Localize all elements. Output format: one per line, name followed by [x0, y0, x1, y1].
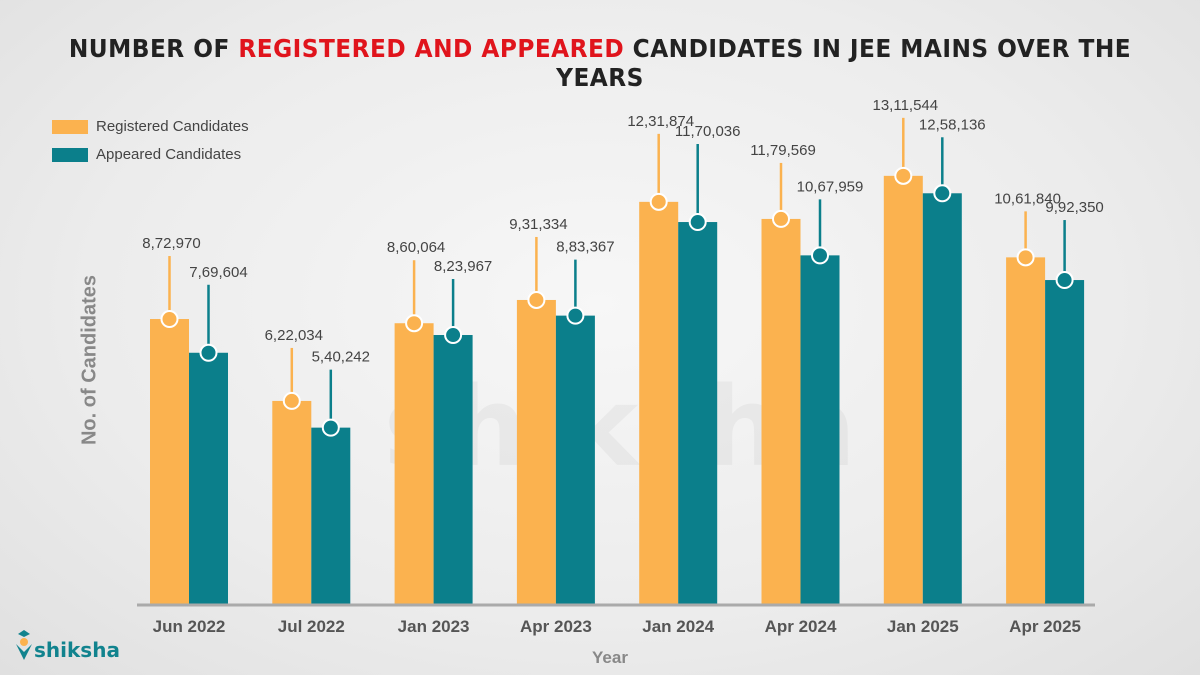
data-label: 7,69,604 — [189, 264, 247, 281]
data-point-marker — [444, 326, 463, 345]
data-point-marker — [649, 192, 668, 211]
legend-swatch — [52, 147, 88, 162]
data-point-marker — [894, 166, 913, 185]
data-label: 10,61,840 — [994, 190, 1061, 207]
bar-appeared — [800, 255, 840, 604]
data-point-marker — [1055, 271, 1074, 290]
x-tick-label: Apr 2024 — [765, 617, 837, 636]
bar-registered — [272, 400, 312, 604]
data-point-marker — [160, 310, 179, 329]
bar-appeared — [1045, 280, 1085, 604]
data-point-marker — [772, 209, 790, 228]
x-tick-label: Apr 2023 — [520, 617, 592, 636]
data-label: 9,92,350 — [1045, 199, 1103, 216]
data-label: 11,70,036 — [675, 123, 741, 140]
data-label: 12,31,874 — [627, 113, 694, 130]
data-label: 11,79,569 — [750, 142, 816, 159]
bar-appeared — [311, 427, 351, 604]
x-tick-label: Jul 2022 — [278, 617, 345, 636]
title-highlight: REGISTERED AND APPEARED — [238, 34, 625, 63]
chart-title: NUMBER OF REGISTERED AND APPEARED CANDID… — [42, 34, 1158, 92]
data-label: 12,58,136 — [919, 116, 986, 133]
bar-registered — [883, 175, 923, 604]
bar-appeared — [189, 352, 228, 604]
bar-appeared — [678, 222, 718, 604]
data-label: 8,83,367 — [556, 239, 614, 256]
data-label: 8,23,967 — [434, 258, 492, 275]
x-axis-label: Year — [592, 648, 628, 667]
data-point-marker — [566, 306, 585, 325]
x-tick-label: Jan 2023 — [398, 617, 470, 636]
data-label: 8,60,064 — [387, 239, 445, 256]
bar-appeared — [433, 335, 473, 604]
data-label: 10,67,959 — [797, 178, 864, 195]
bar-registered — [516, 299, 556, 604]
bar-appeared — [922, 193, 962, 604]
title-part: NUMBER OF — [68, 34, 239, 63]
data-point-marker — [1016, 248, 1035, 267]
data-point-marker — [321, 418, 340, 437]
data-label: 6,22,034 — [265, 327, 323, 344]
x-tick-label: Apr 2025 — [1009, 617, 1081, 636]
legend-label: Registered Candidates — [96, 118, 249, 135]
legend-item-registered: Registered Candidates — [52, 118, 249, 135]
data-label: 8,72,970 — [142, 235, 200, 252]
data-point-marker — [811, 246, 829, 265]
bar-registered — [394, 323, 434, 604]
shiksha-logo: shiksha — [14, 628, 120, 662]
title-part: CANDIDATES IN JEE MAINS OVER THE YEARS — [556, 34, 1132, 92]
bar-appeared — [555, 315, 595, 604]
x-tick-label: Jun 2022 — [153, 617, 226, 636]
bar-registered — [150, 319, 189, 604]
data-point-marker — [688, 213, 707, 232]
data-label: 13,11,544 — [872, 97, 938, 114]
logo-text: shiksha — [34, 638, 120, 662]
data-point-marker — [933, 184, 952, 203]
legend-swatch — [52, 119, 88, 134]
x-tick-label: Jan 2024 — [642, 617, 714, 636]
logo-mark-icon — [16, 630, 32, 660]
x-tick-label: Jan 2025 — [887, 617, 959, 636]
bar-registered — [761, 218, 801, 604]
bar-registered — [1006, 257, 1046, 604]
bar-registered — [639, 201, 679, 604]
data-point-marker — [405, 314, 424, 333]
legend-item-appeared: Appeared Candidates — [52, 146, 241, 163]
data-label: 9,31,334 — [509, 216, 567, 233]
legend-label: Appeared Candidates — [96, 146, 242, 163]
data-point-marker — [282, 391, 301, 410]
data-label: 5,40,242 — [312, 349, 370, 366]
data-point-marker — [199, 343, 218, 362]
data-point-marker — [527, 290, 546, 309]
